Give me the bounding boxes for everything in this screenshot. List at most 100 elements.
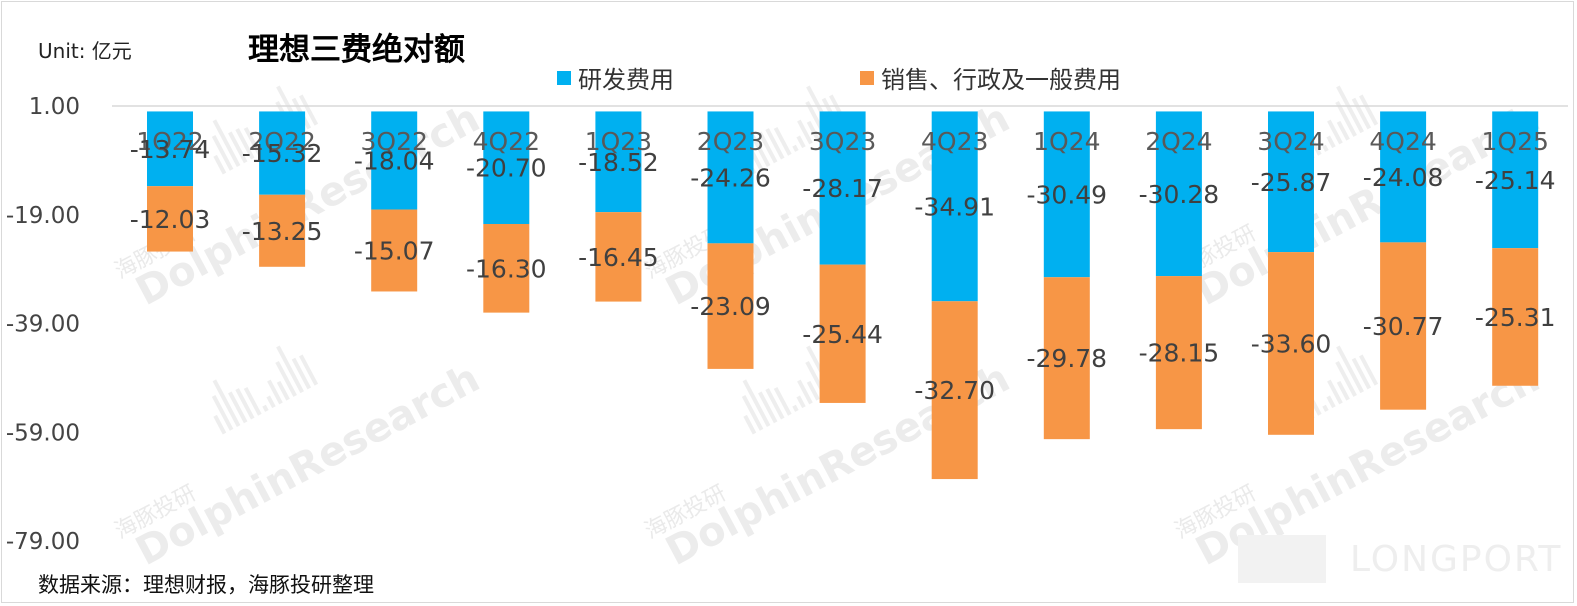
legend-item-sga: 销售、行政及一般费用 [860, 60, 1121, 95]
data-label-sga: -29.78 [1027, 344, 1108, 373]
watermark-bar [1336, 345, 1364, 394]
category-label: 1Q24 [1033, 127, 1100, 156]
data-label-rnd: -25.87 [1251, 168, 1332, 197]
data-label-rnd: -24.26 [690, 163, 771, 192]
bar-rnd [819, 111, 866, 265]
legend-swatch-rnd [557, 70, 571, 85]
watermark-bar [212, 119, 241, 167]
watermark-bar [797, 119, 813, 145]
data-label-sga: -16.30 [466, 254, 547, 283]
watermark-bar [742, 379, 771, 427]
bar-rnd [259, 111, 306, 195]
watermark-bar [299, 94, 319, 126]
data-label-sga: -23.09 [690, 292, 771, 321]
bar-rnd [1268, 111, 1314, 253]
watermark-bar [773, 386, 792, 416]
watermark-bar [276, 380, 290, 401]
y-tick-label: -39.00 [6, 312, 80, 338]
bar-rnd [1155, 111, 1202, 277]
watermark-bar [796, 395, 806, 409]
bar-sga [371, 209, 418, 292]
watermark-bar [243, 386, 262, 416]
category-label: 3Q23 [809, 127, 876, 156]
bar-sga [1268, 252, 1314, 435]
watermark-bar [806, 380, 820, 401]
bar-sga [483, 223, 530, 313]
category-label: 4Q23 [921, 127, 988, 156]
data-label-sga: -32.70 [914, 376, 995, 405]
source-note: 数据来源：理想财报，海豚投研整理 [38, 573, 374, 597]
watermark-bar [1326, 395, 1336, 409]
data-label-sga: -16.45 [578, 243, 659, 272]
watermark-bar [1322, 404, 1329, 412]
bar-rnd [707, 111, 754, 244]
bar-sga [147, 186, 193, 252]
watermark-bar [1336, 120, 1350, 141]
data-label-rnd: -18.52 [578, 148, 659, 177]
category-label: 1Q23 [585, 127, 652, 156]
watermark-bar [765, 388, 785, 420]
data-label-sga: -33.60 [1251, 329, 1332, 358]
category-label: 4Q22 [473, 127, 540, 156]
chart-title: 理想三费绝对额 [248, 32, 465, 68]
watermark-bar [1327, 119, 1343, 145]
data-label-sga: -30.77 [1363, 312, 1444, 341]
watermark-bar [1327, 379, 1343, 405]
watermark-bar [267, 379, 283, 405]
brand-mark-icon [1238, 535, 1326, 583]
category-label: 2Q22 [248, 127, 315, 156]
category-label-layer: 1Q22 2Q22 3Q22 4Q22 1Q23 2Q23 3Q23 4Q23 1Q24 2Q24… [136, 127, 1549, 156]
watermark-bar [211, 395, 234, 431]
data-label-layer: -13.74 -12.03 -15.32 -13.25 -18.04 -15.07 -20.… [130, 135, 1556, 405]
watermark-bar [1322, 144, 1329, 152]
data-label-rnd: -13.74 [130, 135, 211, 164]
watermark-bar [741, 395, 764, 431]
watermark-bar [1326, 135, 1336, 149]
watermark-bar [1335, 101, 1357, 137]
watermark-bar [1359, 354, 1379, 386]
data-label-rnd: -34.91 [914, 192, 995, 221]
watermark-bar [211, 135, 234, 171]
bar-sga [1043, 277, 1090, 440]
legend-swatch-sga [860, 70, 874, 85]
watermark-bar [266, 395, 276, 409]
watermark-bar [1359, 94, 1379, 126]
bar-rnd [483, 111, 530, 224]
data-label-sga: -28.15 [1139, 339, 1220, 368]
category-label: 3Q24 [1257, 127, 1324, 156]
bar-rnd [1492, 111, 1539, 249]
category-label: 2Q23 [697, 127, 764, 156]
data-label-sga: -25.31 [1475, 303, 1556, 332]
bar-rnd [1043, 111, 1090, 278]
watermark-bar [235, 128, 255, 160]
watermark-bar [773, 126, 792, 156]
bar-sga [931, 301, 978, 480]
category-label: 1Q25 [1481, 127, 1548, 156]
watermark-bar [235, 388, 255, 420]
data-label-rnd: -18.04 [354, 146, 435, 175]
watermark-bar [1336, 85, 1364, 134]
watermark-bar [1351, 357, 1372, 390]
watermark-bar [806, 120, 820, 141]
watermark-bar [765, 128, 785, 160]
category-label: 3Q22 [360, 127, 427, 156]
bar-sga [1155, 276, 1202, 430]
bar-sga [595, 212, 642, 302]
watermark-bar [797, 379, 813, 405]
watermark-bar [228, 391, 248, 424]
brand-logo: LONGPORT [1238, 535, 1562, 583]
watermark-bar [1351, 97, 1372, 130]
bar-sga [819, 264, 866, 403]
category-label: 4Q24 [1369, 127, 1436, 156]
watermark-bar [291, 357, 312, 390]
watermark-bar [228, 131, 248, 164]
data-label-sga: -13.25 [242, 217, 323, 246]
watermark-bar [243, 126, 262, 156]
legend-label-sga: 销售、行政及一般费用 [881, 66, 1121, 94]
y-axis: 1.00 -19.00 -39.00 -59.00 -79.00 [6, 94, 1568, 555]
watermark-bar [299, 354, 319, 386]
y-tick-label: -59.00 [6, 420, 80, 446]
